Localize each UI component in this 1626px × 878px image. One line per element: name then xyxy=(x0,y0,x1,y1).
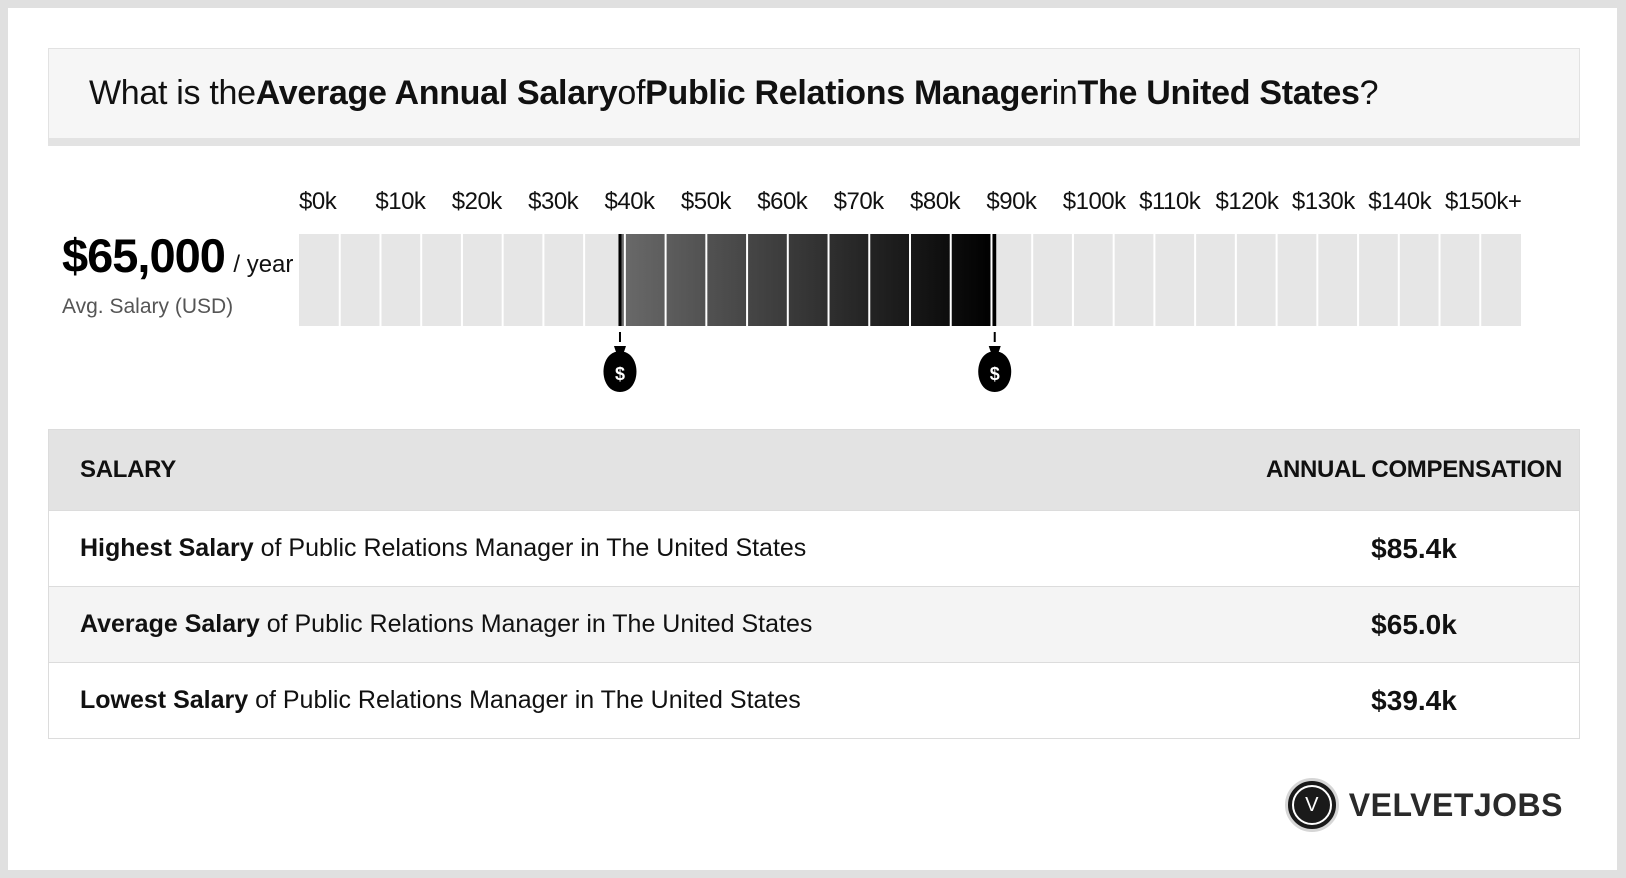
page-title: What is the Average Annual Salary of Pub… xyxy=(48,48,1580,146)
salary-range-bar: $ $ xyxy=(299,234,1521,392)
x-tick-label: $70k xyxy=(833,188,885,215)
row-value: $85.4k xyxy=(1371,532,1457,564)
x-tick-label: $150k+ xyxy=(1445,188,1522,215)
x-tick-label: $0k xyxy=(299,188,337,215)
salary-card: What is the Average Annual Salary of Pub… xyxy=(8,8,1617,870)
row-label-rest: of Public Relations Manager in The Unite… xyxy=(248,686,801,714)
x-tick-label: $110k xyxy=(1139,188,1201,215)
header-annual-compensation: ANNUAL COMPENSATION xyxy=(1265,456,1563,483)
row-label: Average Salary of Public Relations Manag… xyxy=(49,610,1249,639)
svg-text:$: $ xyxy=(990,364,1000,384)
row-label-rest: of Public Relations Manager in The Unite… xyxy=(259,610,813,638)
row-label-rest: of Public Relations Manager in The Unite… xyxy=(253,534,807,562)
title-job: Public Relations Manager xyxy=(645,74,1052,112)
x-tick-label: $10k xyxy=(375,188,426,215)
row-label: Lowest Salary of Public Relations Manage… xyxy=(49,686,1249,715)
logo-letter: V xyxy=(1291,785,1332,825)
x-tick-label: $120k xyxy=(1215,188,1279,215)
x-tick-label: $140k xyxy=(1368,188,1432,215)
row-value: $39.4k xyxy=(1371,684,1457,716)
table-row: Highest Salary of Public Relations Manag… xyxy=(49,510,1579,586)
row-value: $65.0k xyxy=(1371,608,1457,640)
average-salary-value: $65,000 xyxy=(62,229,226,282)
money-bag-icon: $ xyxy=(603,346,637,392)
x-tick-label: $40k xyxy=(604,188,656,215)
title-location: The United States xyxy=(1077,74,1360,112)
logo-badge-icon: V xyxy=(1284,778,1339,832)
x-tick-label: $130k xyxy=(1291,188,1355,215)
average-salary-unit: / year xyxy=(233,251,294,278)
header-salary: SALARY xyxy=(80,456,176,483)
brand-name: VELVETJOBS xyxy=(1348,786,1563,823)
average-salary-label: Avg. Salary (USD) xyxy=(62,295,234,318)
row-label-bold: Highest Salary xyxy=(80,534,254,562)
title-text: in xyxy=(1051,74,1078,112)
salary-axis-ticks: $0k $10k $20k $30k $40k $50k $60k $70k $80k $90k $… xyxy=(8,188,1617,224)
x-tick-label: $30k xyxy=(528,188,579,215)
velvetjobs-logo[interactable]: V VELVETJOBS xyxy=(1284,778,1563,832)
x-tick-label: $50k xyxy=(680,188,732,215)
salary-range-fill xyxy=(619,234,995,326)
x-tick-label: $100k xyxy=(1062,188,1126,215)
money-bag-icon: $ xyxy=(978,346,1012,392)
row-label-bold: Lowest Salary xyxy=(80,686,249,714)
x-tick-label: $90k xyxy=(986,188,1037,215)
row-label-bold: Average Salary xyxy=(80,610,260,638)
title-text: What is the xyxy=(89,74,256,112)
x-tick-label: $60k xyxy=(757,188,808,215)
title-text: of xyxy=(617,74,646,112)
title-salary-type: Average Annual Salary xyxy=(255,74,618,112)
salary-table: SALARY ANNUAL COMPENSATION Highest Salar… xyxy=(48,429,1580,739)
svg-text:$: $ xyxy=(615,364,625,384)
table-header: SALARY ANNUAL COMPENSATION xyxy=(49,430,1579,510)
average-salary-block: $65,000 / year Avg. Salary (USD) xyxy=(62,228,293,319)
table-row: Average Salary of Public Relations Manag… xyxy=(49,586,1579,662)
title-text: ? xyxy=(1359,74,1379,112)
table-row: Lowest Salary of Public Relations Manage… xyxy=(49,662,1579,738)
row-label: Highest Salary of Public Relations Manag… xyxy=(49,534,1249,563)
x-tick-label: $20k xyxy=(451,188,503,215)
x-tick-label: $80k xyxy=(910,188,961,215)
